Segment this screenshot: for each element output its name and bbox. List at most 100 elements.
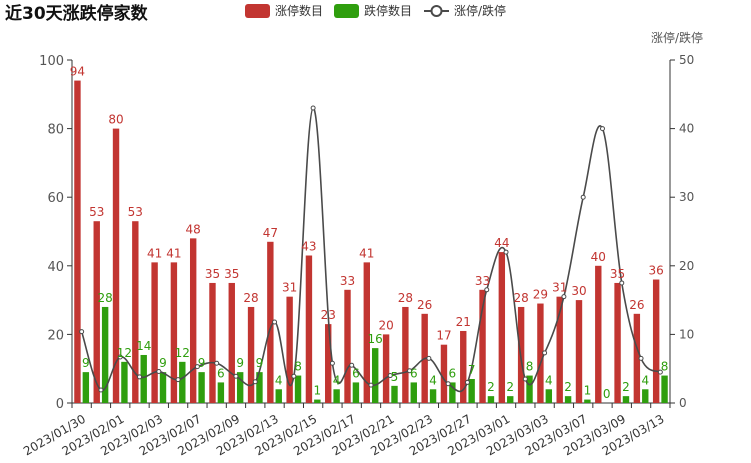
bar-limit-up — [402, 306, 409, 403]
label-limit-up: 31 — [282, 281, 297, 295]
label-limit-up: 43 — [301, 240, 316, 254]
legend-marker-2 — [430, 5, 443, 17]
ratio-point — [194, 364, 200, 370]
bar-limit-down — [159, 372, 167, 403]
bar-limit-down — [391, 385, 398, 403]
bar-limit-down — [140, 354, 147, 403]
right-tick-label: 10 — [679, 327, 694, 341]
bar-limit-down — [642, 389, 649, 403]
bar-limit-down — [82, 372, 90, 403]
ratio-point — [156, 368, 162, 374]
label-limit-down: 2 — [506, 380, 514, 394]
ratio-point — [561, 294, 567, 300]
left-tick-label: 20 — [47, 328, 64, 343]
bar-limit-up — [479, 289, 486, 403]
bar-limit-down — [468, 378, 475, 403]
bar-limit-up — [440, 344, 448, 403]
label-limit-up: 53 — [89, 205, 104, 219]
legend-swatch-0 — [245, 4, 270, 18]
ratio-point — [291, 373, 297, 379]
label-limit-down: 1 — [314, 384, 322, 398]
data-labels: 9495328801253144194112489356359289474318… — [70, 65, 669, 401]
label-limit-down: 9 — [236, 356, 244, 370]
label-limit-down: 8 — [526, 360, 534, 374]
label-limit-down: 9 — [256, 356, 264, 370]
label-limit-up: 28 — [398, 291, 413, 305]
ratio-point — [580, 194, 586, 200]
bar-limit-down — [449, 382, 456, 403]
bar-limit-down — [179, 361, 186, 403]
right-tick-label: 30 — [679, 190, 694, 204]
bar-limit-up — [460, 330, 467, 403]
ratio-point — [98, 387, 104, 393]
ratio-point — [657, 369, 663, 375]
bar-limit-up — [132, 221, 139, 403]
bar-limit-up — [652, 279, 660, 403]
bar-limit-down — [584, 399, 591, 403]
bar-limit-up — [112, 128, 120, 403]
ratio-point — [503, 249, 509, 255]
label-limit-up: 36 — [649, 264, 664, 278]
label-limit-down: 4 — [641, 373, 649, 387]
bar-limit-down — [526, 375, 533, 403]
bar-limit-up — [595, 265, 602, 403]
label-limit-up: 47 — [263, 226, 278, 240]
ratio-point — [310, 105, 316, 111]
ratio-point — [445, 381, 451, 387]
bar-limit-down — [121, 361, 128, 403]
label-limit-up: 41 — [166, 246, 181, 260]
bar-limit-up — [556, 296, 563, 403]
label-limit-up: 40 — [591, 250, 606, 264]
bar-limit-up — [382, 334, 390, 403]
bar-limit-down — [622, 396, 630, 403]
ratio-point — [522, 376, 528, 382]
bar-limit-down — [372, 348, 379, 403]
label-limit-down: 0 — [603, 387, 611, 401]
ratio-point — [175, 377, 181, 383]
bar-limit-up — [305, 255, 313, 403]
bar-limit-up — [228, 282, 235, 403]
ratio-point — [484, 287, 490, 293]
ratio-point — [368, 382, 374, 388]
legend-label-2: 涨停/跌停 — [454, 3, 506, 18]
ratio-line-path — [80, 107, 661, 393]
left-tick-label: 60 — [47, 191, 64, 206]
bar-limit-down — [487, 396, 495, 403]
bar-limit-down — [333, 389, 340, 403]
label-limit-up: 17 — [436, 329, 451, 343]
label-limit-down: 6 — [449, 366, 457, 380]
label-limit-up: 35 — [224, 267, 239, 281]
ratio-point — [214, 360, 220, 366]
bar-limit-down — [101, 306, 109, 403]
bar-limit-down — [294, 375, 302, 403]
label-limit-down: 2 — [487, 380, 495, 394]
ratio-point — [252, 379, 258, 385]
label-limit-down: 9 — [82, 356, 90, 370]
bar-limit-down — [545, 389, 553, 403]
bar-limit-down — [314, 399, 321, 403]
label-limit-up: 33 — [340, 274, 355, 288]
legend-label-0: 涨停数目 — [275, 3, 323, 18]
left-tick-label: 0 — [56, 397, 64, 412]
bar-limit-down — [236, 372, 244, 403]
label-limit-down: 5 — [391, 370, 399, 384]
ratio-point — [233, 373, 239, 379]
right-axis-label: 涨停/跌停 — [651, 30, 703, 45]
label-limit-up: 28 — [513, 291, 528, 305]
label-limit-up: 23 — [321, 308, 336, 322]
bar-limit-up — [498, 252, 506, 403]
bar-limit-up — [363, 262, 370, 403]
chart-title: 近30天涨跌停家数 — [5, 3, 149, 24]
label-limit-up: 26 — [417, 298, 432, 312]
bar-limit-up — [267, 241, 274, 403]
label-limit-down: 7 — [468, 363, 476, 377]
label-limit-up: 35 — [610, 267, 625, 281]
bar-limit-up — [575, 300, 583, 403]
label-limit-up: 41 — [359, 246, 374, 260]
right-tick-label: 40 — [679, 122, 694, 136]
label-limit-down: 9 — [159, 356, 167, 370]
ratio-point — [464, 379, 470, 385]
label-limit-down: 6 — [352, 366, 360, 380]
label-limit-up: 53 — [128, 205, 143, 219]
label-limit-down: 4 — [429, 373, 437, 387]
